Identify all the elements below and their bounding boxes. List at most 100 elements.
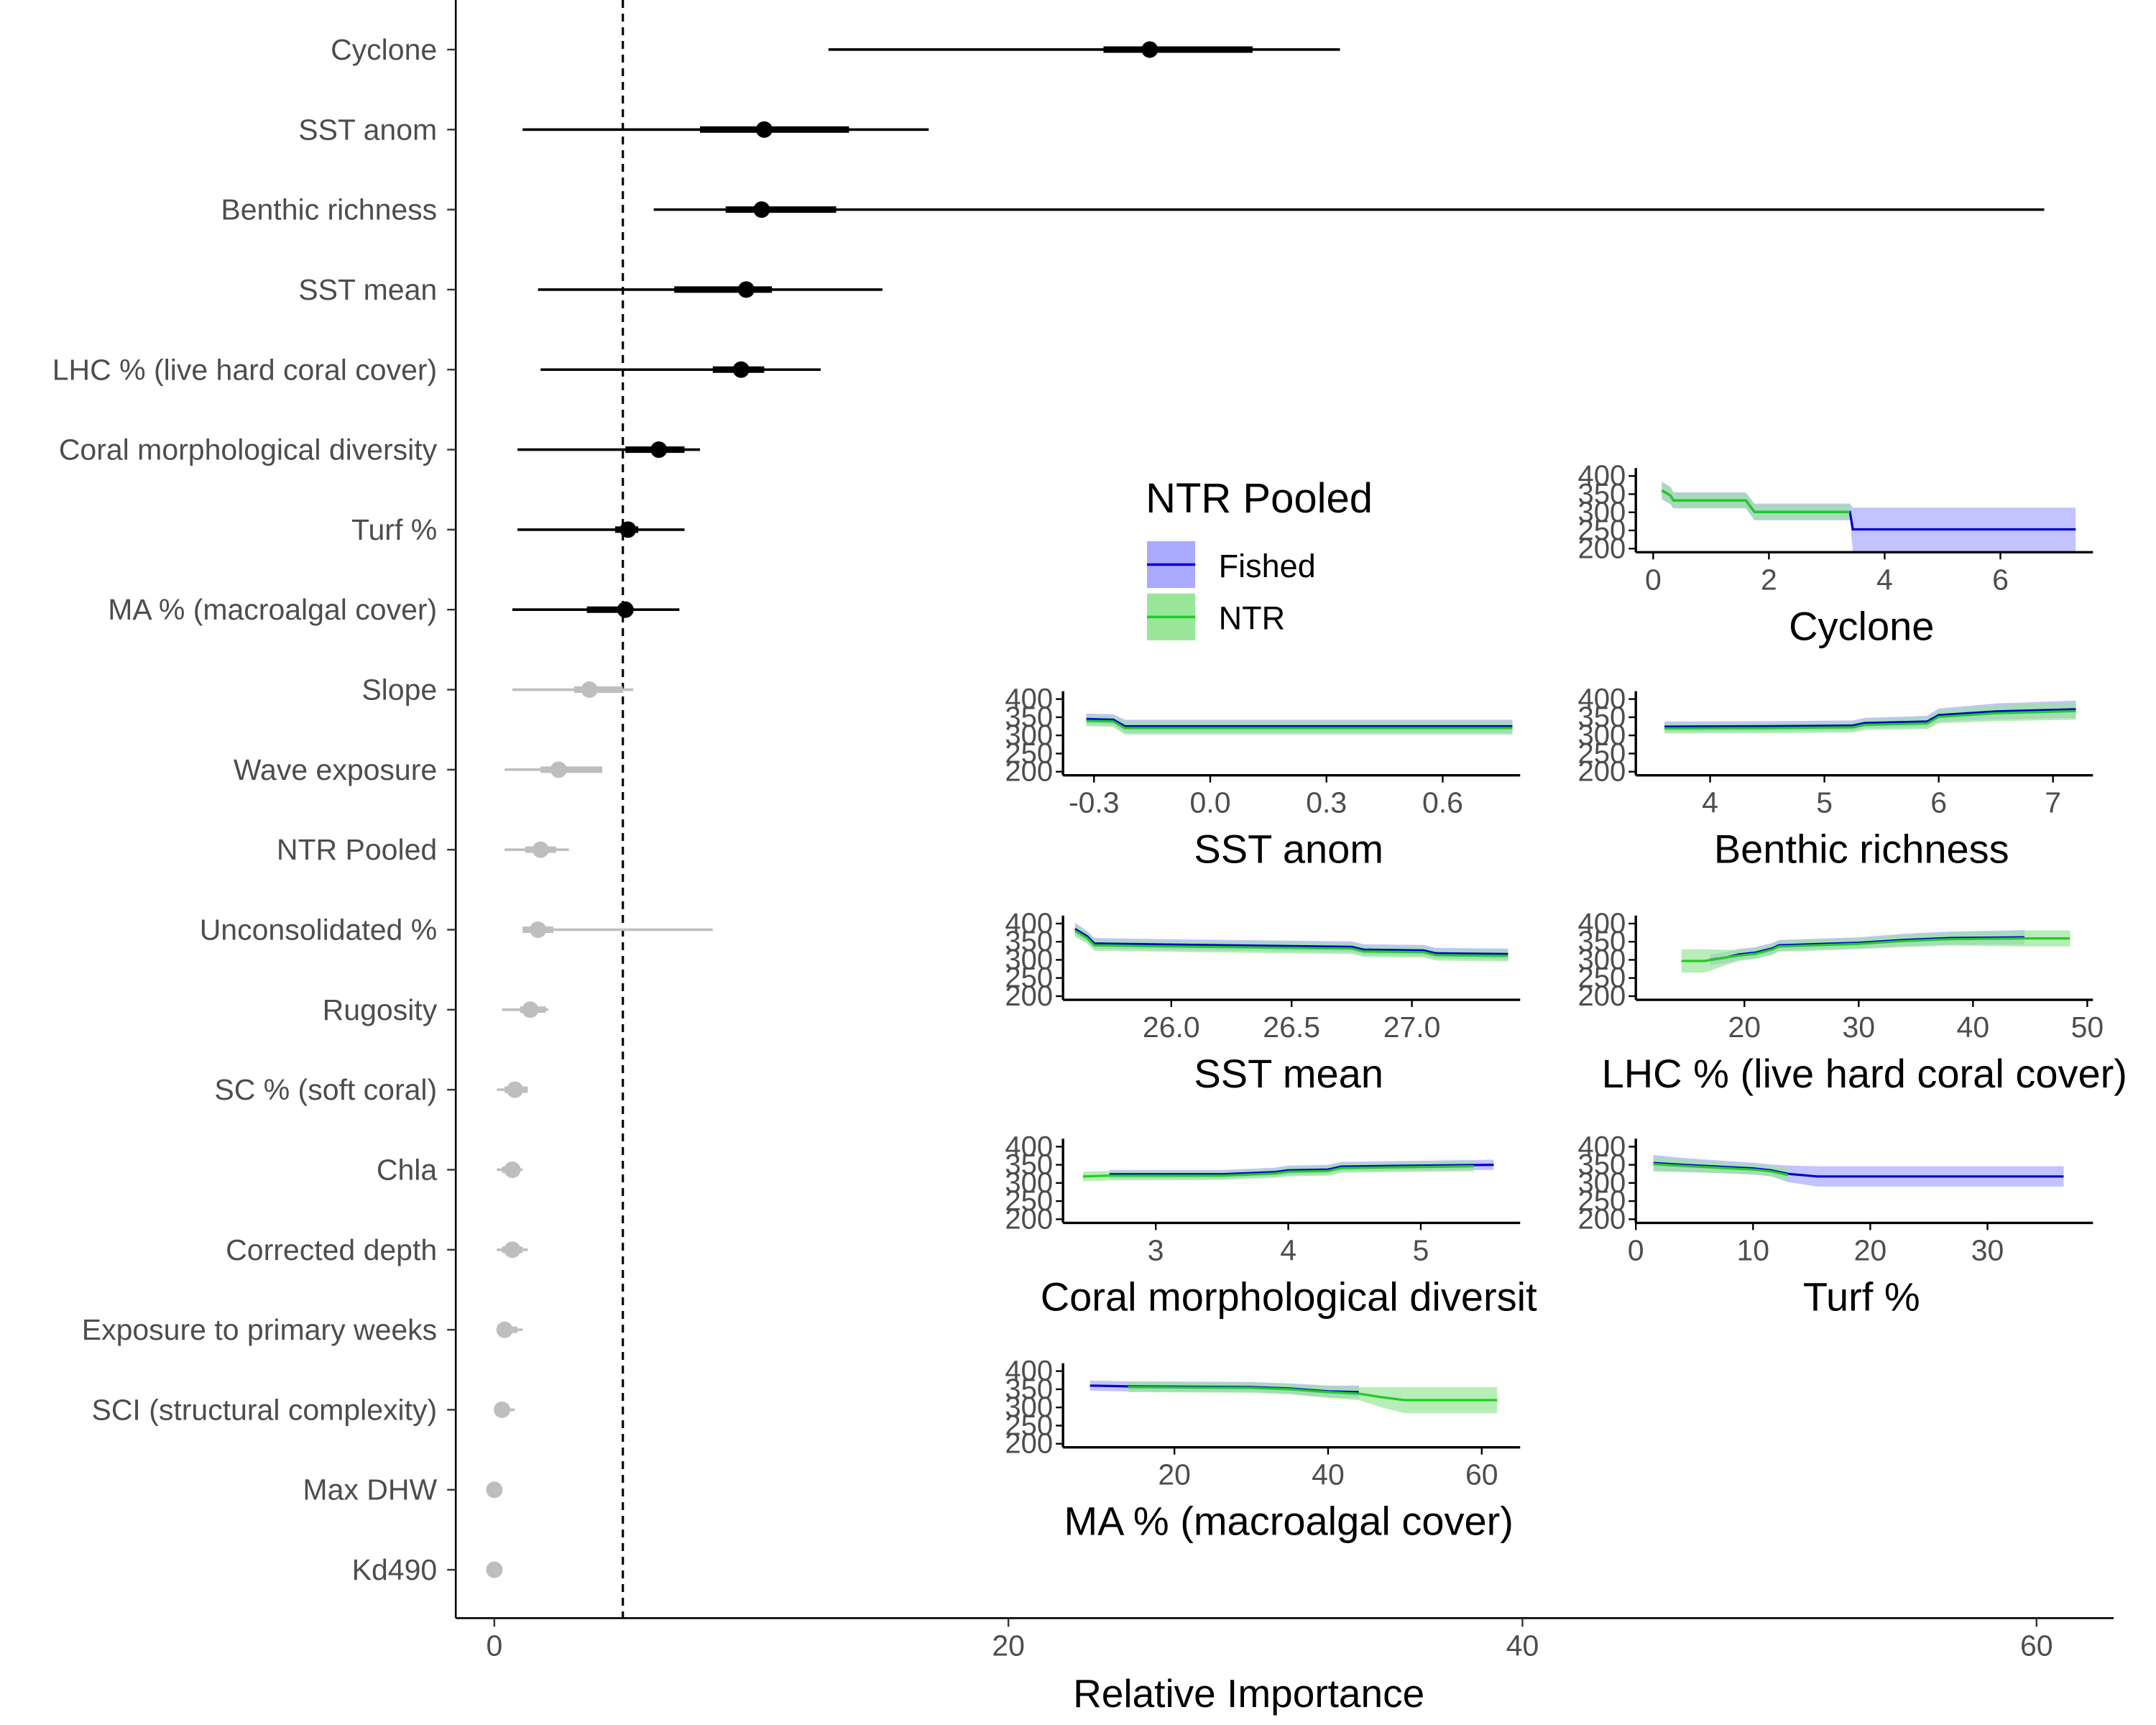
inset-y-tick-label: 400 bbox=[1577, 1131, 1626, 1162]
series-line bbox=[1109, 1164, 1494, 1176]
series-line bbox=[1086, 719, 1513, 730]
inset-y-tick-label: 300 bbox=[1577, 944, 1626, 975]
inset-x-tick-label: 4 bbox=[1280, 1233, 1296, 1266]
inset-x-tick-label: 0.3 bbox=[1306, 786, 1347, 819]
legend: NTR Pooled Fished NTR bbox=[1146, 475, 1373, 640]
inset-y-tick-label: 300 bbox=[1577, 1167, 1626, 1199]
y-tick-label: Turf % bbox=[351, 513, 437, 546]
y-tick-label: Max DHW bbox=[303, 1473, 437, 1506]
median-point bbox=[496, 1321, 513, 1338]
inset-x-tick-label: 26.5 bbox=[1263, 1011, 1320, 1044]
inset-title: SST mean bbox=[1194, 1051, 1383, 1096]
inset-y-tick-label: 350 bbox=[1005, 926, 1053, 957]
inset-x-tick-label: 30 bbox=[1843, 1011, 1876, 1044]
median-point bbox=[550, 761, 567, 778]
median-point bbox=[486, 1561, 503, 1578]
inset-title: Benthic richness bbox=[1714, 827, 2009, 872]
inset-y-tick-label: 400 bbox=[1577, 908, 1626, 939]
y-tick-label: LHC % (live hard coral cover) bbox=[52, 353, 437, 386]
inset-title: LHC % (live hard coral cover) bbox=[1602, 1051, 2127, 1096]
median-point bbox=[530, 921, 547, 938]
y-tick-label: SST anom bbox=[298, 113, 437, 146]
y-tick-label: Wave exposure bbox=[234, 753, 437, 786]
x-tick-label: 20 bbox=[992, 1629, 1025, 1662]
confidence-ribbon bbox=[1662, 482, 1851, 520]
inset-x-tick-label: 3 bbox=[1148, 1233, 1164, 1266]
inset-y-tick-label: 200 bbox=[1577, 980, 1626, 1012]
y-tick-label: Unconsolidated % bbox=[200, 913, 437, 946]
median-point bbox=[650, 441, 668, 459]
inset-y-tick-label: 400 bbox=[1577, 460, 1626, 492]
x-tick-label: 60 bbox=[2020, 1629, 2053, 1662]
inset-y-tick-label: 200 bbox=[1577, 756, 1626, 788]
inset-y-tick-label: 350 bbox=[1005, 702, 1053, 733]
inset-y-tick-label: 400 bbox=[1005, 1356, 1053, 1387]
inset-y-tick-label: 300 bbox=[1005, 1167, 1053, 1199]
inset-x-tick-label: 5 bbox=[1413, 1233, 1429, 1266]
inset-x-tick-label: 0.6 bbox=[1422, 786, 1463, 819]
inset-y-tick-label: 350 bbox=[1577, 1149, 1626, 1181]
inset-title: Coral morphological diversit bbox=[1041, 1274, 1537, 1319]
y-tick-label: Cyclone bbox=[331, 33, 437, 66]
inset-y-tick-label: 250 bbox=[1577, 515, 1626, 546]
inset-y-tick-label: 250 bbox=[1005, 962, 1053, 994]
confidence-ribbon bbox=[1086, 715, 1513, 735]
inset-y-tick-label: 300 bbox=[1005, 1392, 1053, 1423]
y-tick-label: MA % (macroalgal cover) bbox=[108, 593, 437, 626]
x-tick-label: 0 bbox=[486, 1629, 502, 1662]
inset-y-tick-label: 300 bbox=[1577, 497, 1626, 528]
inset-x-tick-label: 0 bbox=[1645, 563, 1662, 596]
y-tick-label: SC % (soft coral) bbox=[214, 1073, 437, 1106]
inset-x-tick-label: 50 bbox=[2071, 1011, 2104, 1044]
inset-y-tick-label: 200 bbox=[1577, 1203, 1626, 1235]
series-line bbox=[1681, 937, 2070, 962]
inset-x-tick-label: 5 bbox=[1816, 786, 1833, 819]
legend-label: Fished bbox=[1219, 548, 1316, 584]
legend-title: NTR Pooled bbox=[1146, 475, 1373, 522]
inset-y-tick-label: 250 bbox=[1577, 1185, 1626, 1217]
inset-x-tick-label: 4 bbox=[1702, 786, 1718, 819]
inset-y-tick-label: 200 bbox=[1577, 533, 1626, 564]
y-tick-label: SCI (structural complexity) bbox=[91, 1393, 437, 1426]
series-line bbox=[1082, 1165, 1474, 1178]
inset-x-tick-label: 40 bbox=[1312, 1458, 1345, 1491]
inset-x-tick-label: -0.3 bbox=[1069, 786, 1120, 819]
x-axis-title: Relative Importance bbox=[1073, 1671, 1424, 1716]
inset-x-tick-label: 2 bbox=[1761, 563, 1777, 596]
inset-y-tick-label: 200 bbox=[1005, 756, 1053, 788]
inset-title: MA % (macroalgal cover) bbox=[1064, 1499, 1514, 1544]
inset-y-tick-label: 250 bbox=[1005, 737, 1053, 769]
median-point bbox=[522, 1001, 539, 1018]
median-point bbox=[581, 681, 598, 699]
confidence-ribbon bbox=[1128, 1381, 1498, 1414]
inset-x-tick-label: 27.0 bbox=[1383, 1011, 1441, 1044]
y-tick-label: Exposure to primary weeks bbox=[82, 1313, 437, 1346]
inset-x-tick-label: 40 bbox=[1957, 1011, 1990, 1044]
median-point bbox=[486, 1481, 503, 1499]
inset-y-tick-label: 400 bbox=[1005, 908, 1053, 939]
series-line bbox=[1664, 708, 2076, 728]
inset-y-tick-label: 300 bbox=[1005, 944, 1053, 975]
inset-y-tick-label: 300 bbox=[1577, 719, 1626, 751]
y-tick-label: SST mean bbox=[298, 273, 437, 306]
inset-x-tick-label: 6 bbox=[1992, 563, 2009, 596]
inset-y-tick-label: 250 bbox=[1005, 1409, 1053, 1441]
y-tick-label: Rugosity bbox=[323, 993, 438, 1026]
median-point bbox=[504, 1161, 521, 1178]
series-line bbox=[1074, 928, 1508, 955]
x-tick-label: 40 bbox=[1506, 1629, 1539, 1662]
median-point bbox=[737, 281, 755, 298]
series-line bbox=[1653, 1163, 1789, 1177]
inset-x-tick-label: 7 bbox=[2045, 786, 2061, 819]
y-tick-label: Benthic richness bbox=[221, 193, 437, 226]
inset-x-tick-label: 30 bbox=[1971, 1233, 2004, 1266]
inset-y-tick-label: 350 bbox=[1005, 1374, 1053, 1405]
inset-y-tick-label: 350 bbox=[1577, 702, 1626, 733]
inset-y-tick-label: 250 bbox=[1005, 1185, 1053, 1217]
